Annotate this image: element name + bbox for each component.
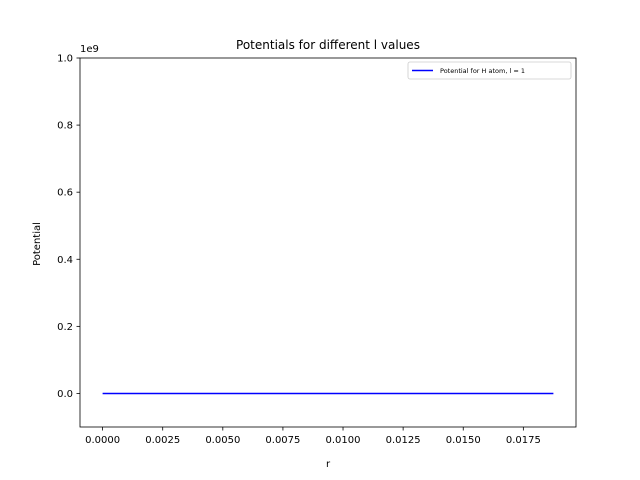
x-tick-label: 0.0175 [506,435,541,446]
y-axis-label: Potential [32,222,43,266]
legend-label: Potential for H atom, l = 1 [440,67,525,75]
y-tick-label: 0.4 [57,255,73,266]
y-tick-label: 1.0 [57,54,73,65]
chart-title: Potentials for different l values [236,38,420,52]
x-tick-label: 0.0025 [145,435,180,446]
x-tick-label: 0.0000 [85,435,120,446]
legend-box [407,61,572,80]
legend: Potential for H atom, l = 1 [407,61,572,80]
y-ticks: 0.0 0.2 0.4 0.6 0.8 1.0 [57,54,80,400]
x-tick-label: 0.0125 [386,435,421,446]
x-tick-label: 0.0050 [205,435,240,446]
x-tick-label: 0.0150 [446,435,481,446]
plot-frame [79,57,577,428]
x-tick-label: 0.0075 [265,435,300,446]
y-tick-label: 0.2 [57,322,73,333]
x-tick-label: 0.0100 [326,435,361,446]
y-tick-label: 0.8 [57,121,73,132]
y-tick-label: 0.0 [57,389,73,400]
x-axis-label: r [326,459,331,470]
y-tick-label: 0.6 [57,188,73,199]
x-ticks: 0.0000 0.0025 0.0050 0.0075 0.0100 0.0125 0.01… [85,427,541,446]
y-offset-label: 1e9 [80,44,99,55]
